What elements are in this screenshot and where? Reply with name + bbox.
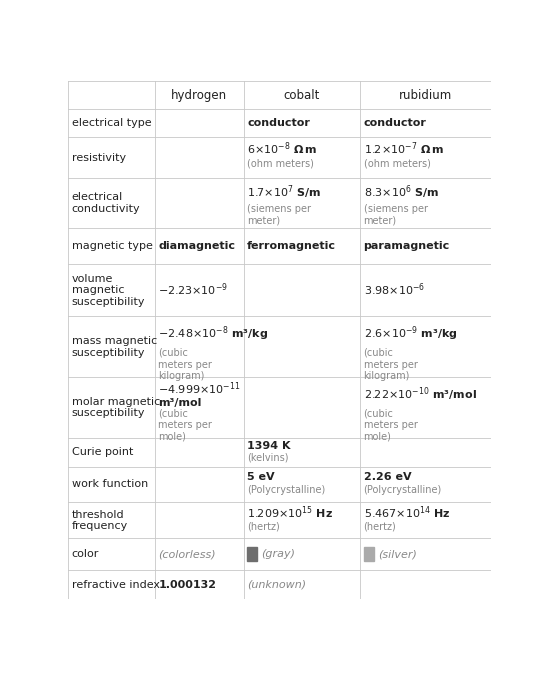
Text: (gray): (gray) xyxy=(262,549,295,559)
Text: (cubic
meters per
kilogram): (cubic meters per kilogram) xyxy=(158,348,212,381)
Text: $2.22{\times}10^{-10}$ m³/mol: $2.22{\times}10^{-10}$ m³/mol xyxy=(364,386,477,403)
Text: conductor: conductor xyxy=(247,118,310,129)
Text: resistivity: resistivity xyxy=(72,153,126,163)
Text: $1.2{\times}10^{-7}$ Ω m: $1.2{\times}10^{-7}$ Ω m xyxy=(364,141,444,157)
Text: (cubic
meters per
kilogram): (cubic meters per kilogram) xyxy=(364,348,418,381)
Text: $1.209{\times}10^{15}$ Hz: $1.209{\times}10^{15}$ Hz xyxy=(247,504,333,521)
Text: color: color xyxy=(72,549,99,559)
Text: (unknown): (unknown) xyxy=(247,579,306,590)
Text: work function: work function xyxy=(72,479,148,489)
Text: conductor: conductor xyxy=(364,118,426,129)
Text: refractive index: refractive index xyxy=(72,579,159,590)
Text: $3.98{\times}10^{-6}$: $3.98{\times}10^{-6}$ xyxy=(364,282,425,299)
Text: (siemens per
meter): (siemens per meter) xyxy=(247,205,311,226)
Text: 5 eV: 5 eV xyxy=(247,472,275,482)
Text: (kelvins): (kelvins) xyxy=(247,453,289,463)
Text: $6{\times}10^{-8}$ Ω m: $6{\times}10^{-8}$ Ω m xyxy=(247,141,318,157)
Text: hydrogen: hydrogen xyxy=(171,89,228,102)
Text: (silver): (silver) xyxy=(378,549,417,559)
Text: $2.6{\times}10^{-9}$ m³/kg: $2.6{\times}10^{-9}$ m³/kg xyxy=(364,324,458,343)
Text: volume
magnetic
susceptibility: volume magnetic susceptibility xyxy=(72,274,145,307)
Text: (hertz): (hertz) xyxy=(247,521,280,531)
Text: (colorless): (colorless) xyxy=(158,549,216,559)
Text: (ohm meters): (ohm meters) xyxy=(364,159,430,168)
Text: $-2.48{\times}10^{-8}$ m³/kg: $-2.48{\times}10^{-8}$ m³/kg xyxy=(158,324,269,343)
Text: ferromagnetic: ferromagnetic xyxy=(247,241,336,251)
Text: magnetic type: magnetic type xyxy=(72,241,152,251)
Bar xyxy=(364,547,373,561)
Text: molar magnetic
susceptibility: molar magnetic susceptibility xyxy=(72,396,160,419)
Text: mass magnetic
susceptibility: mass magnetic susceptibility xyxy=(72,336,157,357)
Text: threshold
frequency: threshold frequency xyxy=(72,509,128,531)
Text: (siemens per
meter): (siemens per meter) xyxy=(364,205,428,226)
Text: 1.000132: 1.000132 xyxy=(158,579,216,590)
Text: $-4.999{\times}10^{-11}$
m³/mol: $-4.999{\times}10^{-11}$ m³/mol xyxy=(158,380,241,409)
Text: Curie point: Curie point xyxy=(72,447,133,457)
Text: $-2.23{\times}10^{-9}$: $-2.23{\times}10^{-9}$ xyxy=(158,282,228,299)
Text: paramagnetic: paramagnetic xyxy=(364,241,450,251)
Text: $1.7{\times}10^{7}$ S/m: $1.7{\times}10^{7}$ S/m xyxy=(247,184,322,201)
Text: cobalt: cobalt xyxy=(284,89,320,102)
Text: diamagnetic: diamagnetic xyxy=(158,241,235,251)
Bar xyxy=(247,547,257,561)
Text: (cubic
meters per
mole): (cubic meters per mole) xyxy=(364,409,418,442)
Text: 1394 K: 1394 K xyxy=(247,441,290,451)
Text: (Polycrystalline): (Polycrystalline) xyxy=(247,485,325,495)
Text: (ohm meters): (ohm meters) xyxy=(247,159,314,168)
Text: $5.467{\times}10^{14}$ Hz: $5.467{\times}10^{14}$ Hz xyxy=(364,504,450,521)
Text: rubidium: rubidium xyxy=(399,89,453,102)
Text: $8.3{\times}10^{6}$ S/m: $8.3{\times}10^{6}$ S/m xyxy=(364,184,439,201)
Text: (Polycrystalline): (Polycrystalline) xyxy=(364,485,442,495)
Text: electrical
conductivity: electrical conductivity xyxy=(72,192,140,214)
Text: (cubic
meters per
mole): (cubic meters per mole) xyxy=(158,409,212,442)
Text: electrical type: electrical type xyxy=(72,118,151,129)
Text: 2.26 eV: 2.26 eV xyxy=(364,472,411,482)
Text: (hertz): (hertz) xyxy=(364,521,396,531)
